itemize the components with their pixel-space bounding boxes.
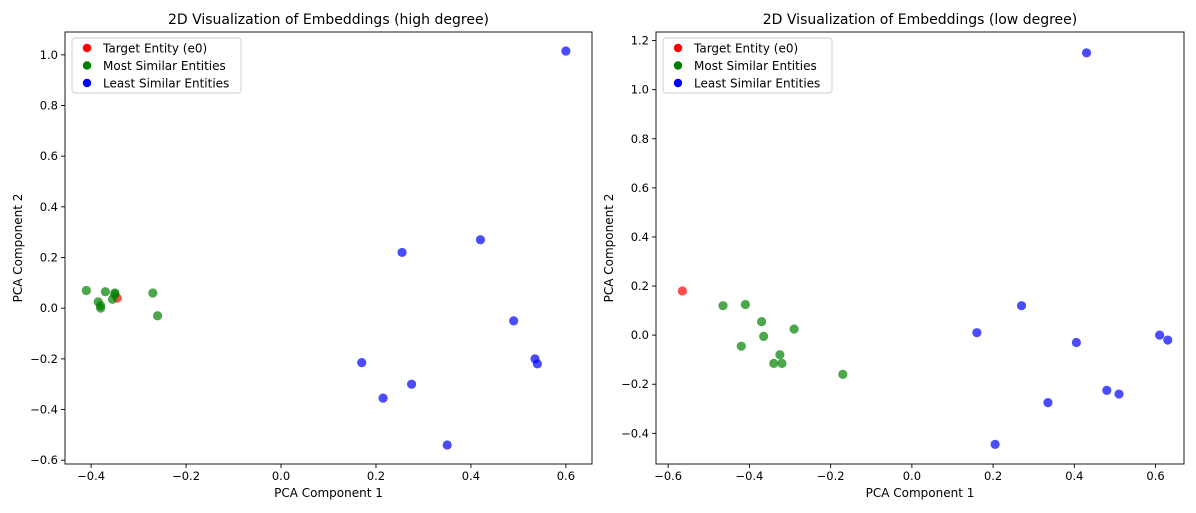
y-tick-label: −0.4	[30, 403, 58, 417]
legend-frame	[71, 37, 242, 94]
x-axis-title: PCA Component 1	[274, 486, 383, 500]
legend-marker	[82, 61, 92, 70]
x-tick-label: 0.6	[557, 469, 575, 483]
legend-frame	[662, 37, 833, 94]
x-tick-label: 0.0	[272, 469, 290, 483]
legend-marker	[673, 78, 683, 88]
data-point	[736, 341, 746, 351]
data-point	[148, 288, 158, 298]
data-point	[397, 247, 407, 258]
data-point	[1043, 398, 1053, 408]
y-axis-title: PCA Component 2	[11, 194, 25, 303]
axes-frame	[64, 31, 593, 465]
y-tick-label: 0.4	[631, 230, 649, 244]
data-point	[838, 369, 848, 380]
x-tick-label: 0.4	[1065, 469, 1083, 483]
legend-label: Target Entity (e0)	[693, 42, 798, 56]
data-point	[718, 301, 728, 311]
data-point	[406, 379, 417, 389]
series-2	[81, 285, 163, 321]
data-point	[442, 440, 452, 450]
y-tick-label: 0.6	[40, 149, 58, 163]
x-tick-label: −0.4	[735, 469, 763, 483]
x-tick-label: 0.6	[1146, 469, 1164, 483]
legend-label: Least Similar Entities	[694, 77, 820, 91]
legend-label: Most Similar Entities	[103, 59, 226, 73]
data-point	[1016, 301, 1027, 311]
y-tick-label: 1.0	[40, 48, 58, 62]
data-point	[777, 358, 787, 368]
legend-label: Least Similar Entities	[103, 77, 229, 91]
data-point	[96, 303, 106, 313]
data-point	[110, 289, 120, 299]
series-3	[357, 46, 571, 450]
y-tick-label: 0.0	[631, 328, 649, 342]
chart-panel-2: 2D Visualization of Embeddings (low degr…	[602, 12, 1185, 500]
y-tick-label: −0.4	[621, 426, 649, 440]
chart-title: 2D Visualization of Embeddings (low degr…	[763, 12, 1077, 28]
data-point	[152, 311, 163, 321]
x-tick-label: −0.2	[817, 469, 845, 483]
series-3	[972, 48, 1173, 449]
data-point	[532, 359, 543, 369]
y-tick-label: 0.8	[40, 98, 58, 112]
data-point	[1163, 335, 1173, 345]
y-axis-title: PCA Component 2	[602, 194, 616, 303]
data-point	[561, 46, 571, 56]
axes-frame	[655, 31, 1185, 465]
x-tick-label: 0.2	[367, 469, 385, 483]
legend-marker	[673, 43, 683, 53]
x-tick-label: −0.6	[654, 469, 682, 483]
y-tick-label: 1.2	[631, 34, 649, 48]
data-point	[740, 299, 750, 310]
data-point	[1081, 48, 1092, 58]
data-point	[1114, 389, 1124, 399]
y-tick-label: −0.2	[621, 377, 649, 391]
series-2	[718, 299, 848, 380]
x-tick-label: 0.4	[462, 469, 480, 483]
y-tick-label: 0.8	[631, 132, 649, 146]
data-point	[677, 286, 688, 296]
legend: Target Entity (e0) Most Similar Entities L…	[71, 37, 242, 94]
data-point	[757, 317, 767, 327]
y-tick-label: 0.2	[40, 251, 58, 265]
data-point	[789, 324, 799, 334]
x-tick-label: 0.0	[903, 469, 921, 483]
data-point	[1102, 385, 1112, 395]
data-point	[972, 328, 982, 338]
y-tick-label: −0.2	[30, 352, 58, 366]
y-tick-label: −0.6	[30, 453, 58, 467]
data-point	[100, 287, 110, 297]
data-point	[357, 358, 367, 368]
y-tick-label: 0.2	[631, 279, 649, 293]
y-tick-label: 1.0	[631, 83, 649, 97]
data-point	[378, 393, 388, 403]
y-tick-label: 0.4	[40, 200, 58, 214]
data-point	[81, 285, 91, 296]
x-axis-title: PCA Component 1	[866, 486, 975, 500]
x-tick-label: 0.2	[984, 469, 1002, 483]
data-point	[769, 358, 779, 368]
legend-label: Most Similar Entities	[694, 59, 817, 73]
series-1	[677, 286, 688, 296]
x-tick-label: −0.4	[77, 469, 105, 483]
y-tick-label: 0.0	[40, 301, 58, 315]
legend-marker	[82, 78, 92, 88]
legend-marker	[673, 61, 683, 70]
chart-title: 2D Visualization of Embeddings (high deg…	[168, 12, 489, 28]
legend-label: Target Entity (e0)	[102, 42, 207, 56]
data-point	[1155, 330, 1165, 340]
y-tick-label: 0.6	[631, 181, 649, 195]
data-point	[509, 316, 519, 326]
x-tick-label: −0.2	[172, 469, 200, 483]
data-point	[1071, 337, 1081, 348]
data-point	[759, 331, 769, 341]
data-point	[475, 235, 486, 245]
data-point	[775, 350, 785, 360]
data-point	[990, 439, 1000, 449]
legend-marker	[82, 43, 92, 53]
legend: Target Entity (e0) Most Similar Entities L…	[662, 37, 833, 94]
chart-panel-1: 2D Visualization of Embeddings (high deg…	[11, 12, 593, 500]
